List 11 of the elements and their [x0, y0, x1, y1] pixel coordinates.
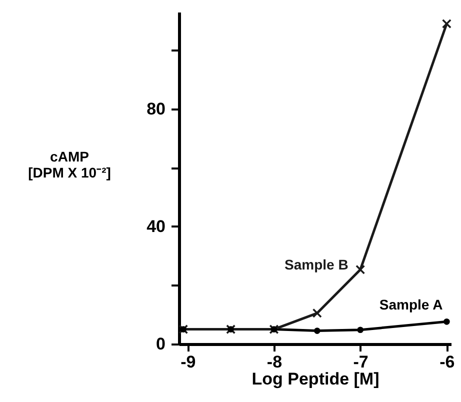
x-tick-label: -9 [180, 352, 196, 372]
x-tick-label: -6 [440, 352, 455, 372]
y-tick-label: 80 [146, 99, 166, 118]
y-tick-label: 0 [156, 334, 166, 354]
series-label: Sample B [284, 256, 348, 273]
x-tick-label: -8 [266, 352, 282, 372]
y-tick-label: 40 [146, 216, 166, 236]
y-axis-title: cAMP [DPM X 10⁻²] [28, 148, 111, 180]
x-axis-title: Log Peptide [M] [252, 370, 380, 388]
series-label: Sample A [379, 296, 443, 313]
x-tick-label: -7 [353, 352, 368, 372]
